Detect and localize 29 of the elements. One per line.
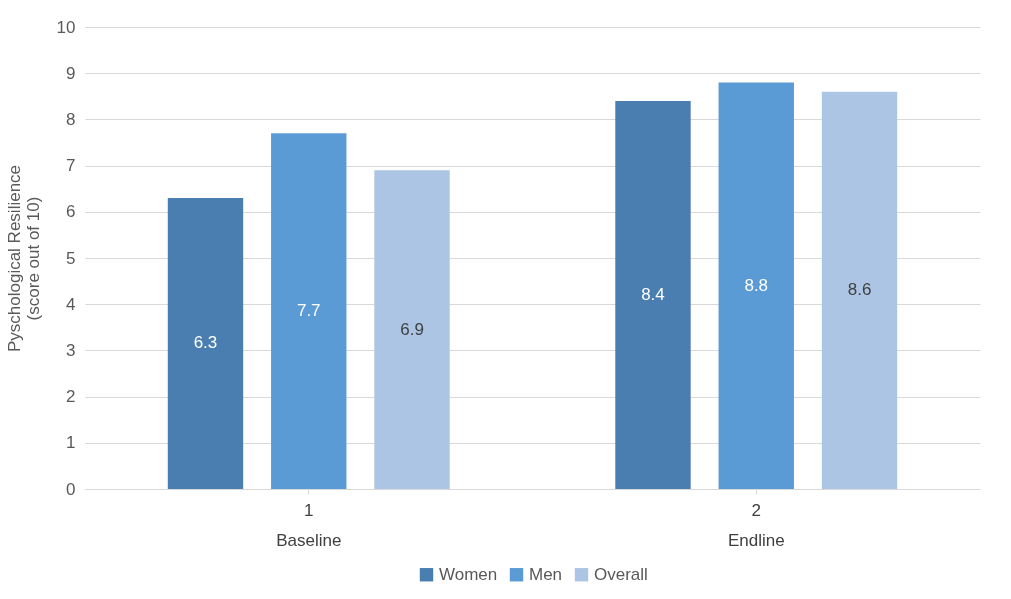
data-label: 8.6 <box>847 280 872 300</box>
y-tick-label: 6 <box>66 202 76 222</box>
y-tick-label: 10 <box>56 17 76 37</box>
x-tick-label: 2 Endline <box>727 500 785 550</box>
bar <box>821 91 898 489</box>
bar <box>615 100 691 489</box>
data-label: 8.8 <box>744 275 769 295</box>
legend-label: Women <box>439 564 498 584</box>
y-tick-label: 3 <box>66 340 76 360</box>
legend-label: Men <box>529 564 563 584</box>
data-label: 7.7 <box>296 301 321 321</box>
data-label: 6.9 <box>400 319 424 339</box>
bar <box>718 82 794 489</box>
y-tick-label: 9 <box>66 63 76 83</box>
y-tick-label: 5 <box>66 248 76 268</box>
y-tick-label: 0 <box>66 479 76 499</box>
y-tick-label: 1 <box>66 433 76 453</box>
bar <box>271 133 347 489</box>
y-tick-label: 7 <box>66 156 76 176</box>
bar <box>374 170 450 489</box>
legend-label: Overall <box>594 564 648 584</box>
y-tick-label: 8 <box>66 109 76 129</box>
y-axis-title: Pyschological Resilience (score out of 10) <box>4 164 43 353</box>
data-label: 6.3 <box>193 333 218 353</box>
bar <box>167 197 244 489</box>
y-tick-label: 2 <box>66 387 76 407</box>
x-tick-label: 1 Baseline <box>276 500 342 550</box>
data-label: 8.4 <box>641 284 665 304</box>
y-tick-label: 4 <box>66 294 76 314</box>
